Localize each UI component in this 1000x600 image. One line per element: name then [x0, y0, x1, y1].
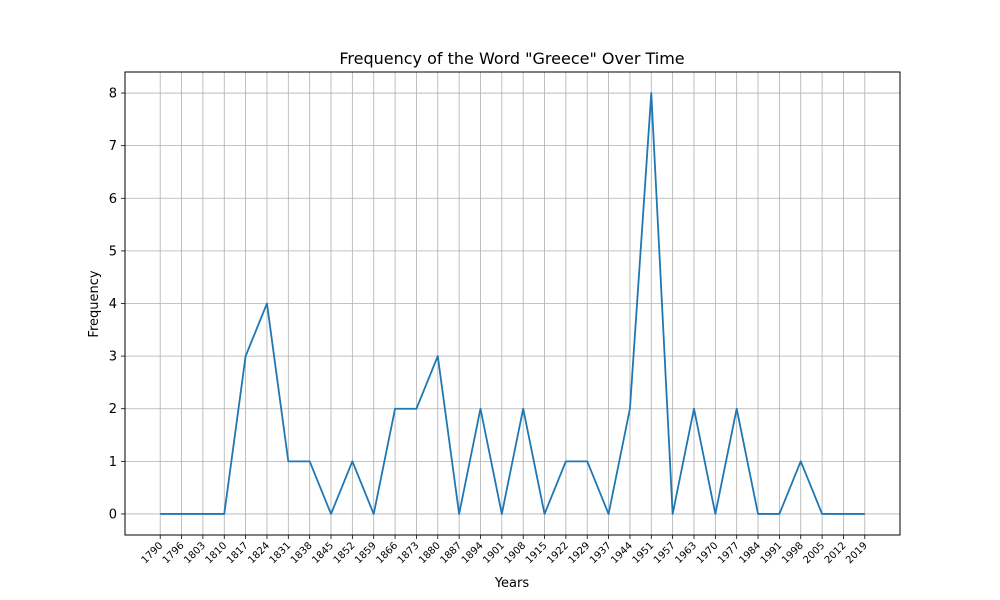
data-point	[842, 513, 844, 515]
x-tick-label: 1951	[631, 540, 657, 566]
data-point	[607, 513, 609, 515]
y-tick-label: 5	[109, 244, 117, 259]
data-point	[180, 513, 182, 515]
x-tick-label: 1957	[652, 540, 678, 566]
data-point	[415, 408, 417, 410]
x-tick-label: 1937	[588, 540, 614, 566]
data-point	[800, 460, 802, 462]
data-point	[159, 513, 161, 515]
y-tick-label: 6	[109, 192, 117, 207]
y-tick-label: 4	[109, 297, 117, 312]
x-tick-label: 1803	[182, 540, 208, 566]
data-point	[458, 513, 460, 515]
data-point	[394, 408, 396, 410]
y-axis: 0 1 2 3 4 5 6 7 8	[109, 87, 125, 522]
x-tick-label: 1790	[140, 540, 166, 566]
data-point	[266, 302, 268, 304]
x-tick-label: 1944	[609, 540, 635, 566]
data-point	[543, 513, 545, 515]
data-point	[479, 408, 481, 410]
x-tick-label: 1838	[289, 540, 315, 566]
x-tick-label: 1901	[481, 540, 507, 566]
x-tick-label: 1998	[780, 540, 806, 566]
x-tick-label: 1866	[374, 540, 400, 566]
x-tick-label: 1908	[503, 540, 529, 566]
y-tick-label: 3	[109, 350, 117, 365]
data-point	[308, 460, 310, 462]
data-point	[330, 513, 332, 515]
x-tick-label: 1894	[460, 540, 486, 566]
data-point	[287, 460, 289, 462]
data-point	[735, 408, 737, 410]
x-axis-label: Years	[494, 576, 530, 591]
data-point	[778, 513, 780, 515]
y-axis-label: Frequency	[87, 270, 102, 337]
data-point	[244, 355, 246, 357]
data-point	[671, 513, 673, 515]
x-tick-label: 1929	[567, 540, 593, 566]
x-tick-label: 2012	[823, 540, 849, 566]
x-tick-label: 2005	[801, 540, 827, 566]
data-point	[714, 513, 716, 515]
x-tick-label: 1852	[332, 540, 358, 566]
grid	[125, 72, 900, 535]
x-tick-label: 1922	[545, 540, 571, 566]
x-tick-label: 1970	[695, 540, 721, 566]
data-point	[650, 92, 652, 94]
series-line	[160, 92, 865, 515]
x-tick-label: 1887	[438, 540, 464, 566]
data-point	[202, 513, 204, 515]
data-point	[821, 513, 823, 515]
y-tick-label: 0	[109, 507, 117, 522]
x-tick-label: 1873	[396, 540, 422, 566]
data-point	[629, 408, 631, 410]
series-layer	[159, 92, 866, 515]
data-point	[693, 408, 695, 410]
x-tick-label: 1796	[161, 540, 187, 566]
data-point	[757, 513, 759, 515]
data-point	[565, 460, 567, 462]
x-axis: 1790179618031810181718241831183818451852…	[140, 535, 870, 566]
x-tick-label: 1915	[524, 540, 550, 566]
data-point	[501, 513, 503, 515]
data-point	[586, 460, 588, 462]
x-tick-label: 1817	[225, 540, 251, 566]
data-point	[351, 460, 353, 462]
x-tick-label: 1977	[716, 540, 742, 566]
y-tick-label: 7	[109, 139, 117, 154]
x-tick-label: 1831	[268, 540, 294, 566]
x-tick-label: 1824	[246, 540, 272, 566]
data-point	[373, 513, 375, 515]
x-tick-label: 1810	[204, 540, 230, 566]
x-tick-label: 1880	[417, 540, 443, 566]
data-point	[437, 355, 439, 357]
x-tick-label: 1963	[673, 540, 699, 566]
y-tick-label: 2	[109, 402, 117, 417]
x-tick-label: 1845	[310, 540, 336, 566]
y-tick-label: 8	[109, 87, 117, 102]
x-tick-label: 1991	[759, 540, 785, 566]
y-tick-label: 1	[109, 455, 117, 470]
data-point	[864, 513, 866, 515]
x-tick-label: 1984	[737, 540, 763, 566]
data-point	[522, 408, 524, 410]
x-tick-label: 2019	[844, 540, 870, 566]
x-tick-label: 1859	[353, 540, 379, 566]
chart-title: Frequency of the Word "Greece" Over Time	[339, 49, 684, 68]
data-point	[223, 513, 225, 515]
